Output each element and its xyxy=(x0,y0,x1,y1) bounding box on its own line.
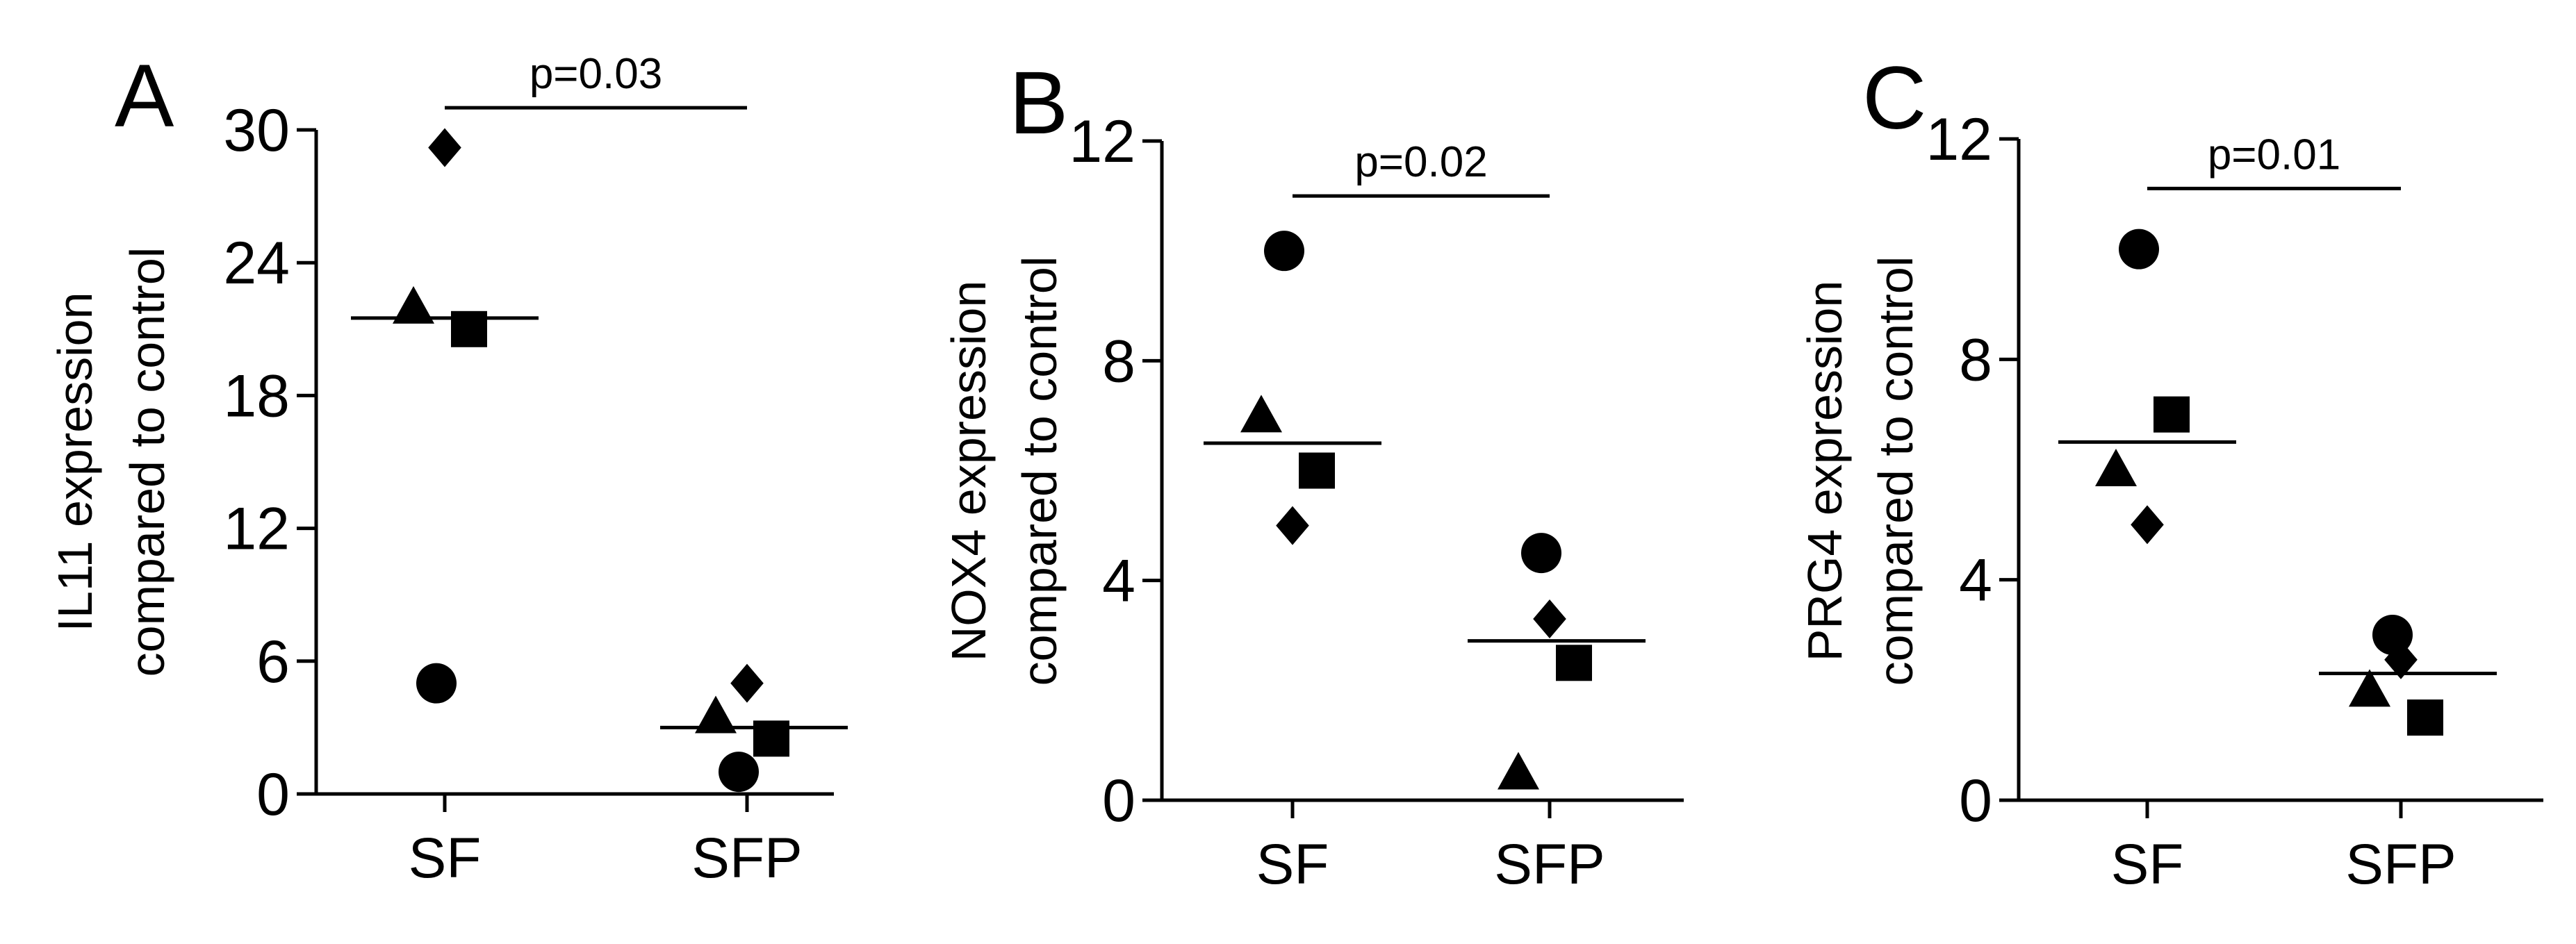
y-axis-title-line2: compared to control xyxy=(120,247,174,677)
marker-diamond xyxy=(428,128,461,167)
y-tick-label: 12 xyxy=(1069,108,1135,175)
y-tick-label: 8 xyxy=(1959,326,1992,393)
y-tick-label: 4 xyxy=(1102,548,1135,615)
y-tick-label: 30 xyxy=(223,97,290,164)
y-axis-title-line2: compared to control xyxy=(1012,256,1067,686)
marker-triangle xyxy=(2095,449,2137,486)
marker-square xyxy=(1299,452,1335,489)
y-axis-title-line2: compared to control xyxy=(1869,256,1923,686)
marker-diamond xyxy=(1276,506,1309,545)
marker-triangle xyxy=(1240,395,1282,433)
marker-circle xyxy=(416,663,457,704)
p-value-label: p=0.02 xyxy=(1354,138,1487,186)
y-axis-title-line1: IL11 expression xyxy=(48,292,102,631)
y-tick-label: 4 xyxy=(1959,547,1992,614)
y-axis-title-line1: NOX4 expression xyxy=(942,281,996,662)
y-tick-label: 12 xyxy=(1926,106,1992,173)
y-axis-title-line1: PRG4 expression xyxy=(1798,281,1852,662)
marker-circle xyxy=(1521,533,1561,574)
chart-panel-a: A 0 6 12 18 24 30 SF SFP IL11 expression compared … xyxy=(48,47,848,890)
chart-panel-b: B 0 4 8 12 SF SFP NOX4 expression compared to co… xyxy=(942,53,1684,896)
y-tick-label: 12 xyxy=(223,496,290,563)
marker-circle xyxy=(719,752,759,793)
marker-circle xyxy=(1264,231,1304,272)
x-tick-label: SFP xyxy=(691,827,802,890)
panel-letter: A xyxy=(115,47,174,146)
marker-circle xyxy=(2119,229,2159,270)
marker-triangle xyxy=(1498,752,1539,790)
marker-triangle xyxy=(2349,669,2390,707)
x-tick-label: SF xyxy=(1256,833,1329,896)
x-tick-label: SF xyxy=(409,827,482,890)
marker-triangle xyxy=(695,695,737,734)
marker-diamond xyxy=(730,663,764,703)
p-value-label: p=0.01 xyxy=(2208,131,2340,179)
marker-square xyxy=(753,720,789,757)
x-tick-label: SFP xyxy=(2345,833,2456,896)
x-tick-label: SF xyxy=(2111,833,2184,896)
panel-letter: C xyxy=(1862,49,1926,148)
marker-square xyxy=(451,310,487,347)
y-tick-label: 0 xyxy=(1959,768,1992,834)
marker-triangle xyxy=(393,285,434,324)
y-tick-label: 0 xyxy=(256,761,290,828)
panel-letter: B xyxy=(1009,53,1068,153)
marker-square xyxy=(1556,645,1592,681)
marker-square xyxy=(2153,396,2190,433)
y-tick-label: 24 xyxy=(223,230,290,297)
marker-diamond xyxy=(2131,505,2164,545)
y-tick-label: 18 xyxy=(223,363,290,429)
y-tick-label: 6 xyxy=(256,629,290,695)
y-tick-label: 8 xyxy=(1102,328,1135,395)
y-tick-label: 0 xyxy=(1102,768,1135,834)
marker-diamond xyxy=(2384,640,2418,679)
chart-panel-c: C 0 4 8 12 SF SFP PRG4 expression compared to co… xyxy=(1798,49,2543,896)
marker-square xyxy=(2407,699,2443,736)
x-tick-label: SFP xyxy=(1494,833,1605,896)
p-value-label: p=0.03 xyxy=(530,50,662,98)
marker-diamond xyxy=(1533,599,1566,639)
